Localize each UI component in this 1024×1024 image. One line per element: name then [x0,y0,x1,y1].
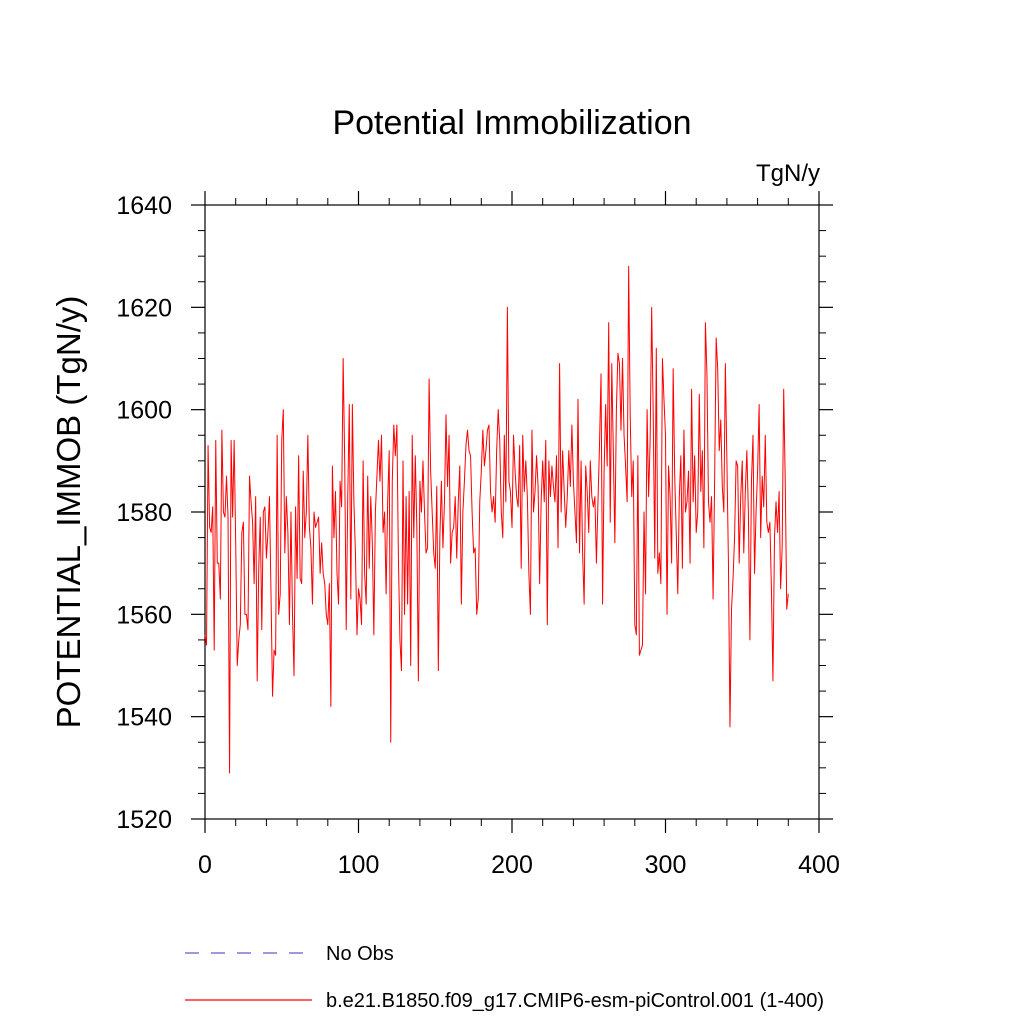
units-label: TgN/y [756,160,820,187]
y-axis-label: POTENTIAL_IMMOB (TgN/y) [50,296,87,729]
series-layer [204,265,789,774]
chart-title: Potential Immobilization [332,104,691,142]
x-tick-label: 200 [491,851,533,879]
x-tick-label: 0 [198,851,212,879]
y-tick-labels: 1520 1540 1560 1580 1600 1620 1640 [116,192,172,834]
series-line-model-run [204,265,789,774]
x-tick-labels: 0 100 200 300 400 [198,851,840,879]
legend-label-model-run: b.e21.B1850.f09_g17.CMIP6-esm-piControl.… [326,990,824,1012]
x-tick-label: 100 [338,851,380,879]
legend: No Obs b.e21.B1850.f09_g17.CMIP6-esm-piC… [185,943,824,1012]
minor-ticks [198,198,826,826]
y-tick-label: 1620 [116,294,172,322]
y-tick-label: 1640 [116,192,172,220]
y-tick-label: 1540 [116,704,172,732]
legend-label-no-obs: No Obs [326,943,394,965]
y-tick-label: 1560 [116,601,172,629]
major-ticks [191,191,833,833]
y-tick-label: 1520 [116,806,172,834]
x-tick-label: 400 [798,851,840,879]
plot-area [191,191,833,833]
y-tick-label: 1580 [116,499,172,527]
x-tick-label: 300 [645,851,687,879]
y-tick-label: 1600 [116,397,172,425]
